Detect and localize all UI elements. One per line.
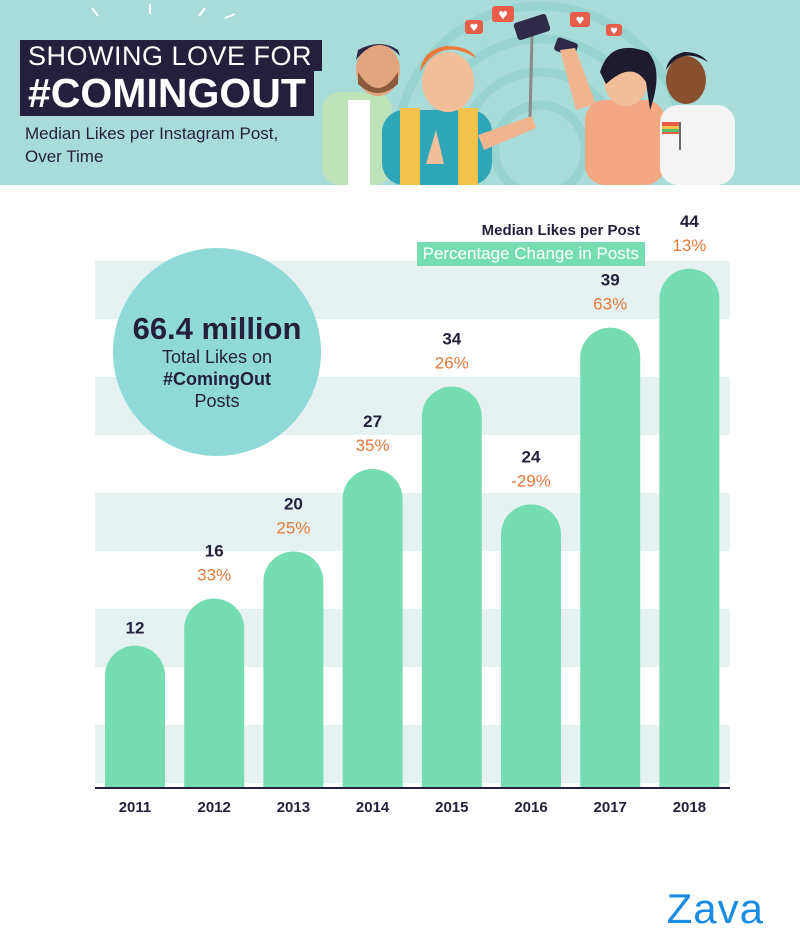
- total-likes-posts: Posts: [194, 391, 240, 411]
- bar-2012: [184, 598, 245, 787]
- bars-layer: [105, 268, 720, 787]
- change-label-2016: -29%: [511, 471, 551, 490]
- heart-notification-icon: ♥ ♥ ♥ ♥: [465, 6, 622, 37]
- bar-2015: [421, 386, 482, 787]
- value-label-2012: 16: [205, 542, 224, 561]
- labels-layer: 12 2011 16 33% 2012 20 25% 2013 27 35% 2014 34 26% 20…: [119, 212, 707, 816]
- svg-text:♥: ♥: [470, 23, 479, 34]
- footer: [0, 877, 800, 946]
- x-tick-2015: 2015: [435, 799, 468, 816]
- change-label-2014: 35%: [356, 436, 390, 455]
- value-label-2011: 12: [126, 619, 145, 638]
- legend-median-likes: Median Likes per Post: [481, 222, 640, 239]
- page-title-line1: SHOWING LOVE FOR: [20, 40, 323, 71]
- change-label-2012: 33%: [197, 566, 231, 585]
- value-label-2015: 34: [442, 330, 461, 349]
- svg-text:♥: ♥: [576, 16, 585, 27]
- x-tick-2016: 2016: [514, 799, 547, 816]
- legend-percentage-change: Percentage Change in Posts: [416, 242, 645, 266]
- change-label-2015: 26%: [435, 354, 469, 373]
- person-woman-icon: [554, 37, 665, 185]
- value-label-2018: 44: [680, 212, 699, 231]
- total-likes-label: Total Likes on: [161, 347, 273, 367]
- value-label-2013: 20: [284, 494, 303, 513]
- x-tick-2012: 2012: [198, 799, 231, 816]
- value-label-2014: 27: [363, 412, 382, 431]
- person-pride-flag-icon: [660, 52, 735, 185]
- total-likes-hashtag: #ComingOut: [163, 369, 271, 389]
- sparkle-icon: [91, 4, 236, 19]
- x-tick-2011: 2011: [119, 799, 152, 816]
- bar-2013: [263, 551, 324, 787]
- value-label-2016: 24: [522, 447, 541, 466]
- change-label-2018: 13%: [672, 236, 706, 255]
- bar-2016: [501, 504, 561, 787]
- people-illustration: ♥ ♥ ♥ ♥: [91, 1, 735, 185]
- change-label-2013: 25%: [276, 518, 310, 537]
- page-title-hashtag: #COMINGOUT: [20, 70, 314, 116]
- x-tick-2014: 2014: [356, 799, 390, 816]
- bar-chart: 12 2011 16 33% 2012 20 25% 2013 27 35% 2014 34 26% 20…: [95, 212, 730, 816]
- header-banner: ♥ ♥ ♥ ♥: [0, 0, 800, 185]
- svg-text:♥: ♥: [610, 27, 618, 37]
- value-label-2017: 39: [601, 271, 620, 290]
- svg-text:♥: ♥: [498, 9, 508, 22]
- x-tick-2018: 2018: [673, 799, 706, 816]
- bar-2011: [105, 645, 166, 787]
- person-bearded-icon: [322, 44, 400, 185]
- person-selfie-icon: [382, 13, 551, 185]
- change-label-2017: 63%: [593, 295, 627, 314]
- x-tick-2013: 2013: [277, 799, 310, 816]
- x-tick-2017: 2017: [594, 799, 627, 816]
- bar-2017: [580, 327, 641, 787]
- bar-2014: [342, 469, 403, 787]
- bar-2018: [659, 268, 720, 787]
- brand-logo: Zava: [666, 885, 764, 932]
- total-likes-value: 66.4 million: [132, 311, 302, 346]
- total-likes-callout: 66.4 million Total Likes on #ComingOut P…: [113, 248, 321, 456]
- page-subtitle: Median Likes per Instagram Post, Over Ti…: [25, 124, 279, 166]
